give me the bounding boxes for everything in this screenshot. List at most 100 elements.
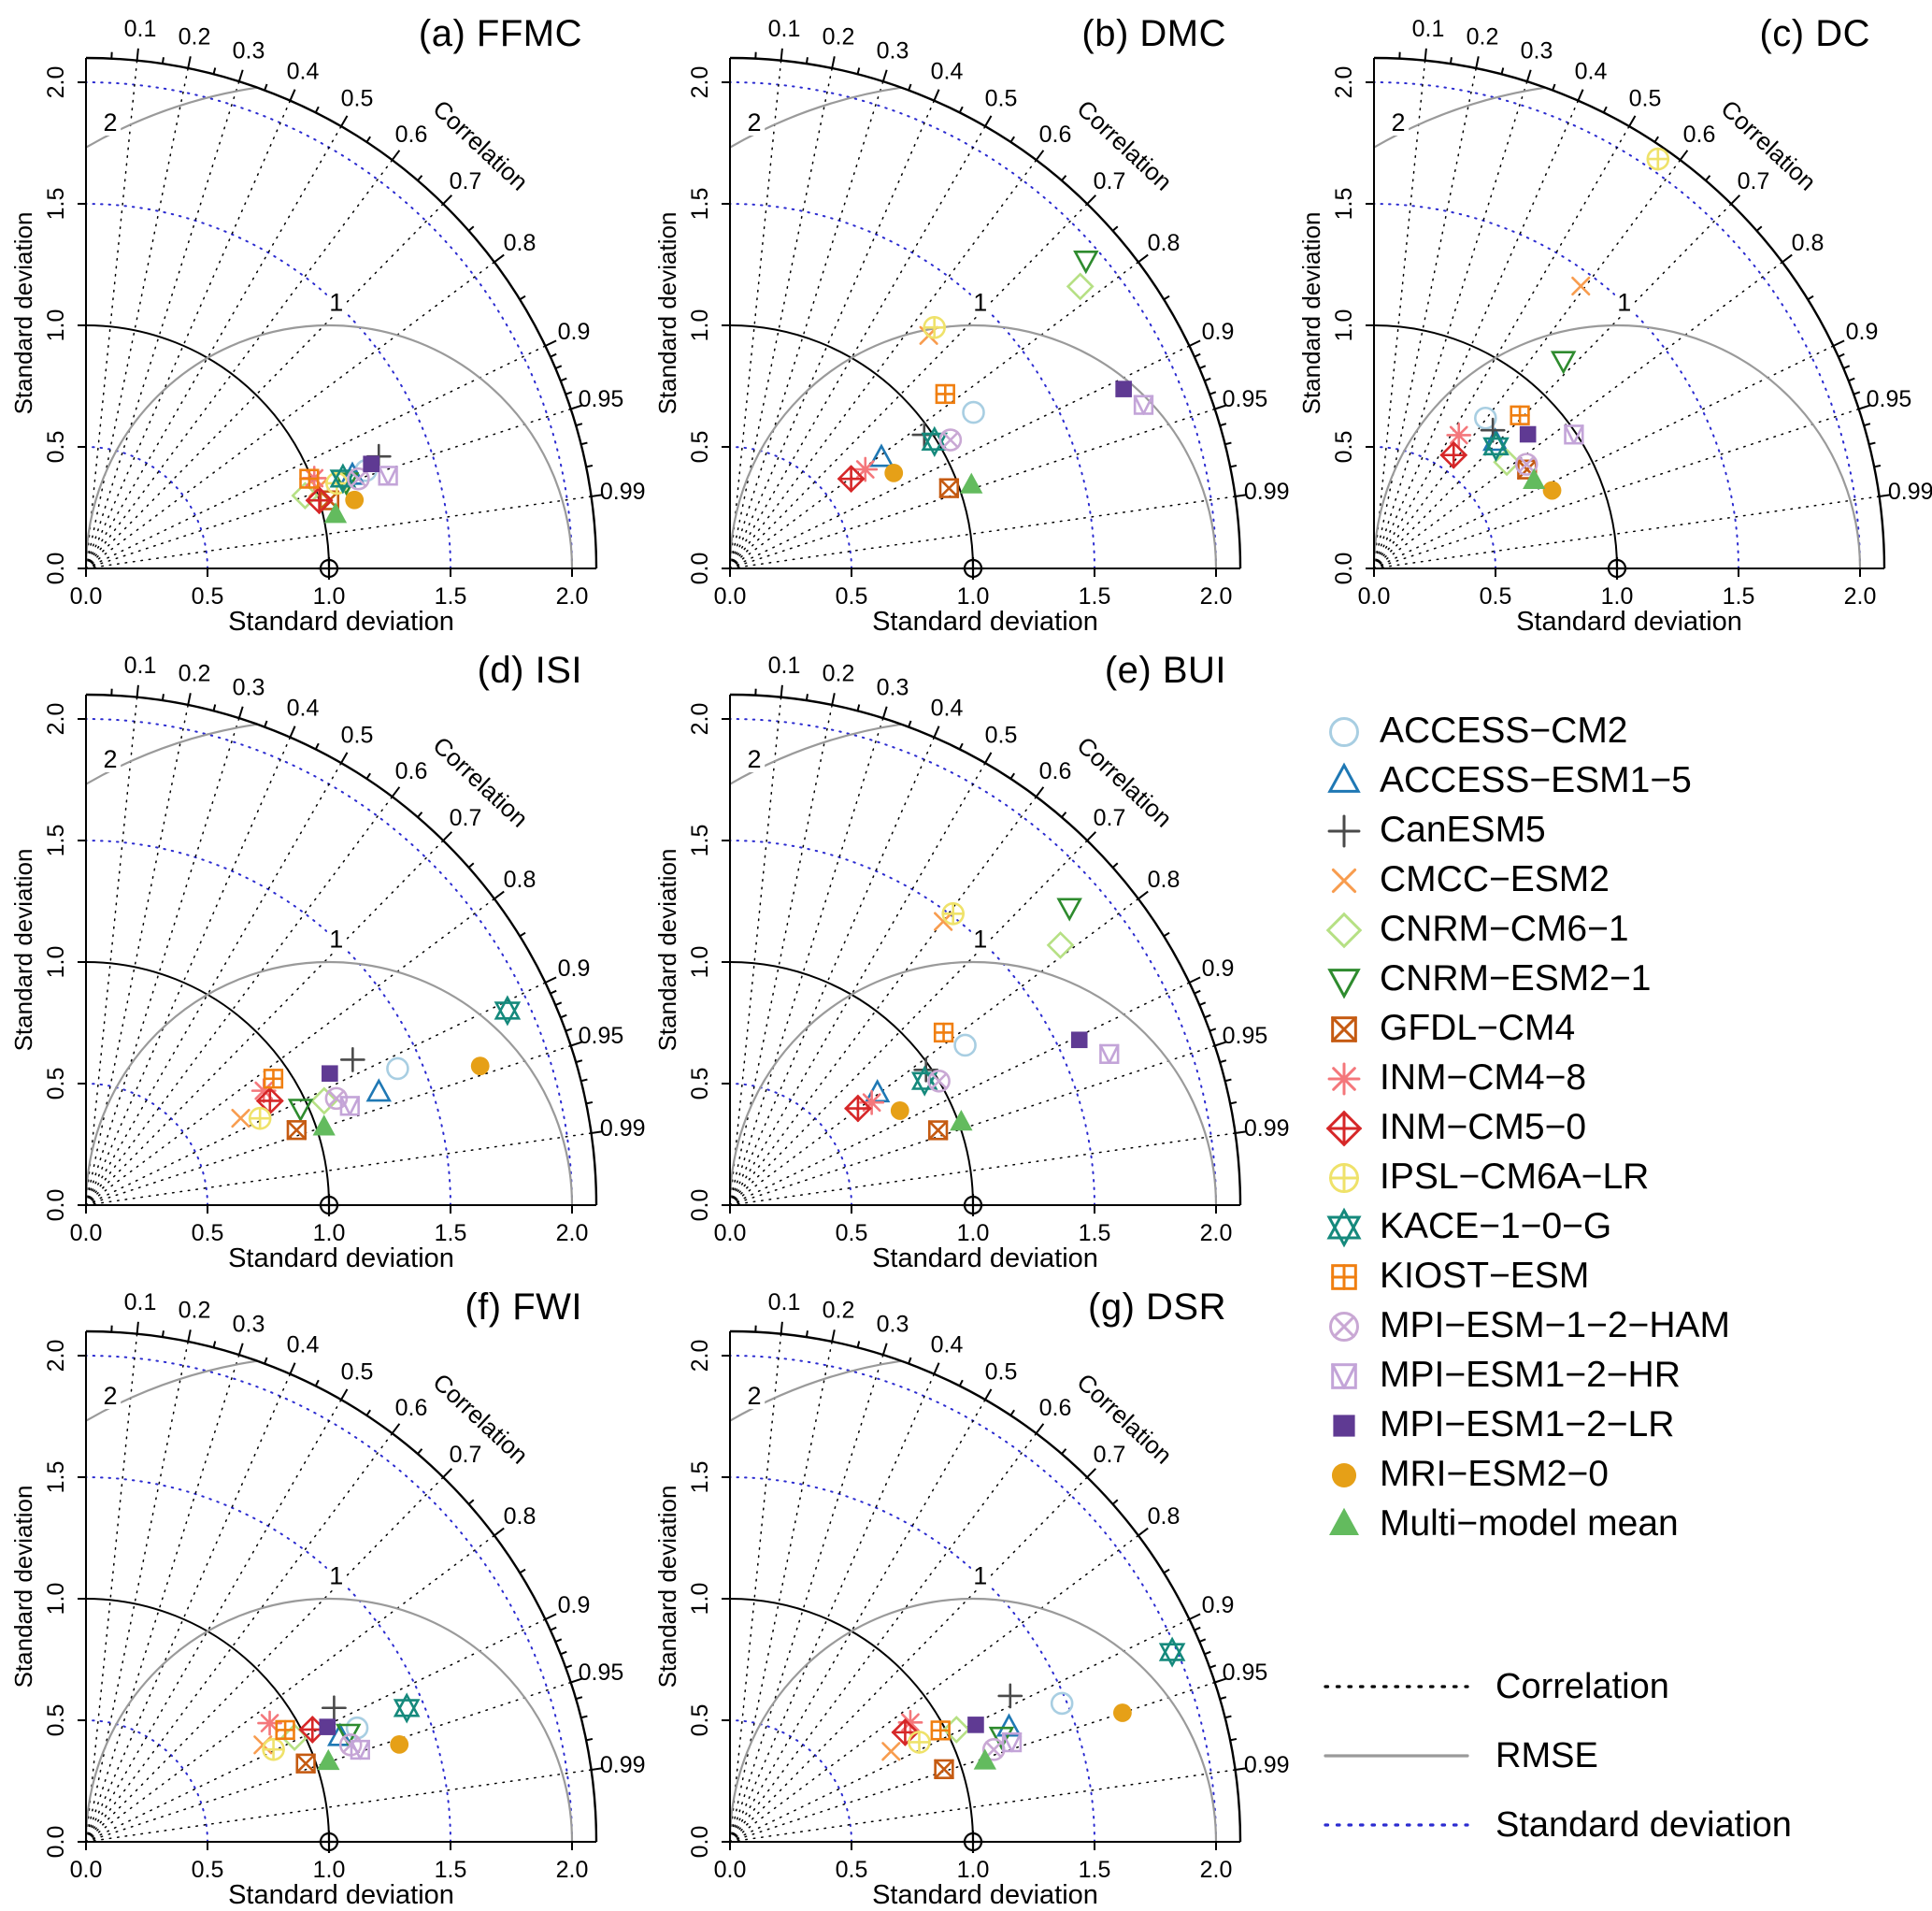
panel-f-fwi: 1 2 0.1 0.2 0.3 0.4 0.5 0.6 0.7 0.8 0.9 0.95 0.99 Cor… <box>0 1273 646 1911</box>
point-d-canesm5 <box>339 1047 365 1072</box>
sd-arcs <box>85 718 573 1206</box>
legend: ACCESS−CM2 ACCESS−ESM1−5 CanESM5 CMCC−ESM2 C… <box>1288 637 1932 1911</box>
panel-title-d: (d) ISI <box>477 650 582 691</box>
triangle-open-icon <box>1327 761 1361 793</box>
svg-text:0.95: 0.95 <box>579 386 624 412</box>
reference-point <box>318 557 340 580</box>
svg-text:0.1: 0.1 <box>1412 16 1445 42</box>
svg-text:0.0: 0.0 <box>687 1189 713 1222</box>
svg-text:0.3: 0.3 <box>233 38 265 65</box>
svg-text:2.0: 2.0 <box>687 703 713 736</box>
legend-line-rmse: RMSE <box>1322 1721 1792 1790</box>
svg-text:2.0: 2.0 <box>1844 583 1877 610</box>
point-a-mpi-esm1-2-hr <box>378 466 398 486</box>
legend-item-label: CMCC−ESM2 <box>1380 858 1610 899</box>
svg-text:0.3: 0.3 <box>877 1312 909 1338</box>
svg-text:0.99: 0.99 <box>1888 479 1932 505</box>
y-axis-label: Standard deviation <box>9 212 37 415</box>
svg-text:0.7: 0.7 <box>1094 805 1126 831</box>
y-axis-label: Standard deviation <box>9 849 37 1052</box>
x-axis-label: Standard deviation <box>1516 607 1742 637</box>
svg-text:0.5: 0.5 <box>985 723 1018 749</box>
svg-text:2.0: 2.0 <box>556 583 589 610</box>
point-f-kace-1-0-g <box>393 1692 421 1724</box>
point-b-access-esm1-5 <box>868 443 894 467</box>
marker-x <box>1331 868 1357 893</box>
panel-title-f: (f) FWI <box>465 1286 582 1328</box>
svg-text:0.7: 0.7 <box>1094 168 1126 194</box>
reference-point <box>962 1194 984 1216</box>
svg-text:1.0: 1.0 <box>687 1583 713 1616</box>
svg-text:1.0: 1.0 <box>957 583 990 610</box>
legend-item-label: GFDL−CM4 <box>1380 1007 1576 1048</box>
point-b-access-cm2 <box>962 400 985 424</box>
square-triangle-icon <box>1331 1362 1357 1389</box>
svg-text:0.8: 0.8 <box>1148 1503 1181 1530</box>
point-a-mri-esm2-0 <box>345 490 365 510</box>
y-axis-label: Standard deviation <box>653 212 681 415</box>
panel-title-c: (c) DC <box>1759 13 1870 54</box>
svg-text:0.7: 0.7 <box>1738 168 1770 194</box>
svg-text:0.4: 0.4 <box>287 695 320 721</box>
point-g-kiost-esm <box>930 1720 951 1741</box>
panel-b-dmc: 1 2 0.1 0.2 0.3 0.4 0.5 0.6 0.7 0.8 0.9 0.95 0.99 Cor… <box>644 0 1290 637</box>
svg-text:1.0: 1.0 <box>313 583 346 610</box>
svg-text:0.0: 0.0 <box>687 1826 713 1859</box>
svg-text:0.9: 0.9 <box>1202 956 1235 982</box>
svg-text:0.6: 0.6 <box>1039 758 1072 784</box>
point-g-kace-1-0-g <box>1158 1636 1186 1668</box>
legend-item-ipsl-cm6a-lr: IPSL−CM6A−LR <box>1322 1152 1730 1201</box>
svg-text:0.0: 0.0 <box>714 1220 747 1246</box>
point-a-kiost-esm <box>299 468 320 489</box>
svg-text:0.5: 0.5 <box>341 723 374 749</box>
svg-text:1.5: 1.5 <box>435 1220 467 1246</box>
svg-text:0.8: 0.8 <box>1792 230 1825 256</box>
reference-point <box>318 1194 340 1216</box>
point-b-gfdl-cm4 <box>938 478 960 498</box>
reference-point <box>962 557 984 580</box>
svg-text:0.3: 0.3 <box>233 1312 265 1338</box>
legend-item-label: CanESM5 <box>1380 809 1546 850</box>
svg-text:0.7: 0.7 <box>450 805 482 831</box>
svg-text:0.0: 0.0 <box>70 1857 103 1883</box>
legend-line-label: RMSE <box>1496 1735 1598 1775</box>
x-axis-label: Standard deviation <box>872 1880 1098 1910</box>
svg-text:0.99: 0.99 <box>600 479 646 505</box>
svg-text:0.0: 0.0 <box>70 583 103 610</box>
svg-text:0.99: 0.99 <box>600 1752 646 1778</box>
svg-text:0.6: 0.6 <box>1039 122 1072 148</box>
point-a-multi-model-mean <box>323 502 348 524</box>
svg-text:2.0: 2.0 <box>1200 583 1233 610</box>
svg-text:0.0: 0.0 <box>1331 553 1357 585</box>
svg-text:1.5: 1.5 <box>1079 1857 1111 1883</box>
legend-item-inm-cm4-8: INM−CM4−8 <box>1322 1053 1730 1102</box>
svg-text:0.0: 0.0 <box>714 1857 747 1883</box>
panel-d-isi: 1 2 0.1 0.2 0.3 0.4 0.5 0.6 0.7 0.8 0.9 0.95 0.99 Cor… <box>0 637 646 1273</box>
point-c-access-cm2 <box>1474 406 1497 430</box>
svg-text:0.6: 0.6 <box>395 1395 428 1421</box>
point-d-access-cm2 <box>386 1056 409 1081</box>
point-g-gfdl-cm4 <box>934 1759 954 1779</box>
panel-title-a: (a) FFMC <box>418 13 582 54</box>
svg-text:0.6: 0.6 <box>395 758 428 784</box>
correlation-axis: 0.1 0.20.30.40.50.60.70.80.90.950.99Corre… <box>729 1289 1290 1843</box>
point-d-gfdl-cm4 <box>286 1120 307 1141</box>
point-e-gfdl-cm4 <box>927 1120 949 1141</box>
taylor-plot-d: 120.1 0.20.30.40.50.60.70.80.90.950.99Cor… <box>9 653 646 1273</box>
x-axis-label: Standard deviation <box>228 607 454 637</box>
point-f-gfdl-cm4 <box>295 1753 316 1774</box>
taylor-plot-f: 120.1 0.20.30.40.50.60.70.80.90.950.99Cor… <box>9 1289 646 1910</box>
svg-text:1.5: 1.5 <box>1079 1220 1111 1246</box>
reference-point <box>962 1831 984 1853</box>
legend-item-label: MPI−ESM−1−2−HAM <box>1380 1304 1730 1345</box>
svg-text:2.0: 2.0 <box>687 1340 713 1372</box>
svg-text:0.4: 0.4 <box>1575 58 1608 84</box>
point-g-access-cm2 <box>1050 1691 1074 1716</box>
marker-diamond-open <box>1325 912 1363 948</box>
correlation-rays <box>1373 59 1881 569</box>
axes: 0.00.0 0.5 0.5 1.0 1.0 1.5 1.5 2.0 2.0 Standard d… <box>653 695 1240 1273</box>
svg-text:1.0: 1.0 <box>957 1857 990 1883</box>
legend-item-label: MPI−ESM1−2−LR <box>1380 1403 1675 1444</box>
point-d-mpi-esm-1-2-ham <box>324 1086 349 1111</box>
point-a-inm-cm5-0 <box>305 486 334 515</box>
